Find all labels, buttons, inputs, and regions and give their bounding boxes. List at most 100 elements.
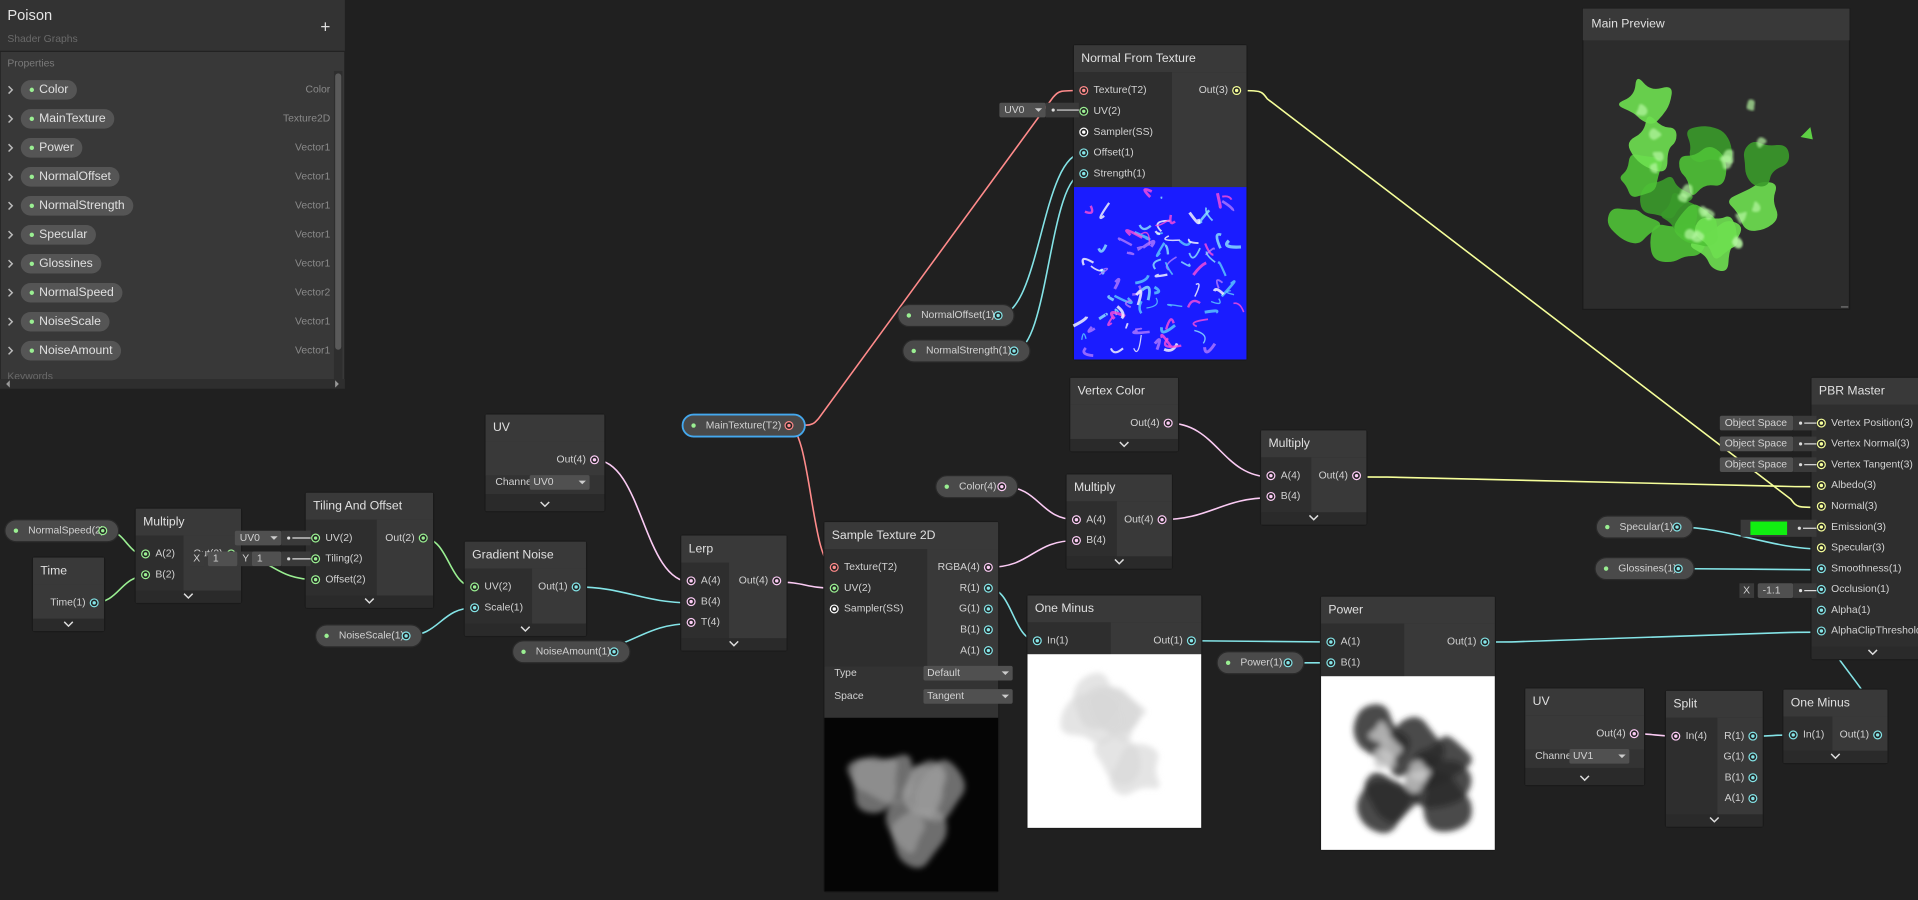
property-node[interactable]: NoiseAmount(1): [511, 640, 631, 664]
collapse-bar[interactable]: [33, 618, 104, 631]
collapse-chevron[interactable]: [1114, 558, 1125, 565]
property-node[interactable]: NormalSpeed(2): [4, 519, 120, 543]
collapse-bar[interactable]: [681, 638, 787, 651]
property-pill[interactable]: [20, 109, 115, 129]
property-pill[interactable]: [511, 640, 631, 664]
dropdown-box[interactable]: [923, 665, 1013, 681]
field-box[interactable]: [234, 530, 282, 546]
property-node[interactable]: Specular(1): [1595, 515, 1694, 539]
property-pill[interactable]: [1216, 651, 1305, 675]
collapse-bar[interactable]: [1261, 512, 1367, 525]
collapse-chevron[interactable]: [364, 598, 375, 604]
inline-field[interactable]: X -1.1: [1739, 583, 1817, 598]
collapse-chevron[interactable]: [1579, 775, 1590, 782]
inline-field[interactable]: UV0: [999, 102, 1079, 118]
collapse-bar[interactable]: [1525, 772, 1644, 786]
field-box[interactable]: [1719, 457, 1794, 473]
dropdown-box[interactable]: [529, 475, 590, 490]
inline-field[interactable]: [1740, 519, 1817, 537]
collapse-bar[interactable]: [1783, 750, 1888, 764]
expand-arrow[interactable]: [8, 259, 14, 268]
expand-arrow[interactable]: [8, 288, 14, 297]
collapse-chevron[interactable]: [1709, 816, 1720, 823]
property-row[interactable]: MainTexture Texture2D: [8, 109, 331, 129]
dropdown-box[interactable]: [1569, 748, 1630, 764]
inline-field[interactable]: Object Space: [1719, 436, 1817, 452]
property-pill[interactable]: [935, 475, 1019, 499]
expand-arrow[interactable]: [8, 114, 14, 124]
property-node[interactable]: MainTexture(T2): [681, 413, 806, 438]
property-row[interactable]: Specular Vector1: [8, 225, 331, 245]
color-swatch[interactable]: [1750, 521, 1788, 535]
scroll-right[interactable]: [335, 380, 339, 388]
property-pill[interactable]: [4, 519, 120, 543]
property-pill[interactable]: [20, 311, 110, 332]
expand-arrow[interactable]: [8, 85, 14, 95]
dropdown[interactable]: Default: [923, 665, 1013, 681]
property-pill[interactable]: [20, 225, 96, 245]
field-box[interactable]: [207, 551, 238, 567]
collapse-chevron[interactable]: [520, 626, 531, 633]
property-pill[interactable]: [902, 339, 1031, 363]
property-pill[interactable]: [20, 80, 77, 100]
collapse-chevron[interactable]: [1308, 514, 1319, 521]
collapse-bar[interactable]: [464, 623, 586, 636]
scrollbar-thumb[interactable]: [335, 73, 342, 350]
property-row[interactable]: NormalOffset Vector1: [8, 167, 331, 187]
property-pill[interactable]: [1595, 515, 1694, 539]
dropdown[interactable]: UV0: [529, 475, 590, 490]
expand-arrow[interactable]: [8, 143, 14, 153]
property-node[interactable]: NormalOffset(1): [897, 303, 1015, 328]
field-box[interactable]: [1719, 436, 1794, 452]
property-node[interactable]: Glossines(1): [1594, 556, 1695, 581]
field-box[interactable]: [999, 102, 1046, 118]
dropdown-box[interactable]: [923, 689, 1013, 704]
expand-arrow[interactable]: [8, 317, 14, 326]
property-node[interactable]: NoiseScale(1): [314, 624, 423, 648]
property-pill[interactable]: [20, 253, 102, 274]
field-box[interactable]: [251, 551, 282, 567]
property-pill[interactable]: [20, 167, 120, 187]
property-pill[interactable]: [20, 138, 83, 158]
property-node[interactable]: NormalStrength(1): [902, 339, 1031, 363]
property-pill[interactable]: [20, 282, 123, 303]
dropdown[interactable]: UV1: [1569, 748, 1630, 764]
collapse-bar[interactable]: [305, 595, 434, 608]
property-row[interactable]: Color Color: [8, 80, 331, 100]
property-row[interactable]: Power Vector1: [8, 138, 331, 158]
inline-field[interactable]: Object Space: [1719, 457, 1817, 473]
field-box[interactable]: [1719, 415, 1794, 431]
add-button[interactable]: +: [320, 18, 330, 37]
expand-arrow[interactable]: [8, 172, 14, 182]
collapse-chevron[interactable]: [1830, 753, 1841, 760]
property-pill[interactable]: [20, 196, 134, 216]
collapse-chevron[interactable]: [540, 501, 550, 508]
property-row[interactable]: NormalSpeed Vector2: [8, 282, 331, 303]
property-row[interactable]: Glossines Vector1: [8, 253, 331, 274]
collapse-chevron[interactable]: [1119, 441, 1129, 448]
scroll-left[interactable]: [6, 380, 10, 388]
collapse-bar[interactable]: [1066, 556, 1172, 569]
collapse-chevron[interactable]: [729, 640, 739, 647]
collapse-chevron[interactable]: [63, 621, 74, 628]
property-node[interactable]: Power(1): [1216, 651, 1305, 675]
expand-arrow[interactable]: [8, 230, 14, 239]
property-pill[interactable]: [897, 303, 1015, 328]
field-box[interactable]: [1757, 583, 1794, 598]
inline-field[interactable]: UV0: [234, 530, 311, 546]
property-row[interactable]: NormalStrength Vector1: [8, 196, 331, 216]
collapse-bar[interactable]: [1811, 646, 1918, 660]
collapse-bar[interactable]: [135, 590, 241, 603]
property-pill[interactable]: [20, 340, 122, 361]
collapse-bar[interactable]: [1666, 814, 1763, 827]
expand-arrow[interactable]: [8, 201, 14, 210]
property-row[interactable]: NoiseAmount Vector1: [8, 340, 331, 361]
expand-arrow[interactable]: [8, 346, 14, 355]
property-row[interactable]: NoiseScale Vector1: [8, 311, 331, 332]
inline-field[interactable]: Object Space: [1719, 415, 1817, 431]
collapse-chevron[interactable]: [183, 593, 194, 599]
property-pill[interactable]: [681, 413, 806, 438]
dropdown[interactable]: Tangent: [923, 689, 1013, 704]
collapse-bar[interactable]: [485, 498, 605, 512]
